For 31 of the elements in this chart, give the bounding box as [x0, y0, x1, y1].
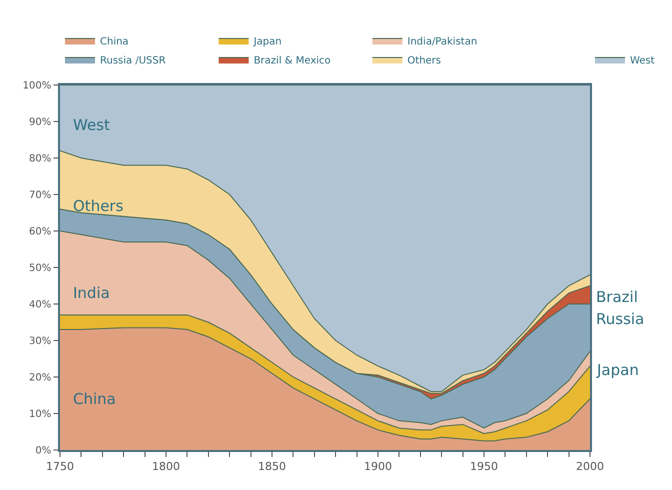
text: Brazil	[596, 288, 638, 306]
y-tick-label: 80%	[29, 154, 52, 164]
legend-label: Russia /USSR	[100, 55, 166, 66]
x-tick-label: 1900	[364, 460, 392, 473]
y-tick-label: 90%	[29, 117, 52, 128]
legend-label: China	[100, 36, 129, 48]
y-tick-label: 10%	[29, 409, 52, 420]
y-tick-label: 70%	[29, 190, 52, 201]
y-tick-label: 20%	[29, 372, 52, 384]
x-tick-label: 2000	[576, 460, 604, 473]
y-tick-label: 100%	[22, 80, 52, 92]
text: Russia	[596, 310, 644, 328]
y-tick-label: 50%	[29, 263, 52, 274]
legend-label: Japan	[252, 36, 282, 48]
y-tick-label: 0%	[35, 446, 52, 456]
annotation: China	[73, 390, 116, 408]
x-tick-label: 1850	[258, 460, 286, 473]
annotation: West	[73, 116, 110, 134]
annotation: India	[73, 284, 110, 302]
x-tick-label: 1800	[152, 460, 180, 473]
legend-label: India/Pakistan	[407, 36, 478, 48]
y-tick-label: 40%	[29, 300, 52, 310]
y-tick-label: 30%	[29, 336, 52, 347]
x-tick-label: 1950	[470, 460, 498, 473]
text: Japan	[596, 361, 639, 379]
legend-label: West	[630, 55, 655, 66]
legend-label: Others	[407, 55, 442, 66]
annotation: Others	[73, 197, 124, 215]
y-tick-label: 60%	[29, 226, 52, 238]
x-tick-label: 1750	[46, 460, 74, 473]
legend-label: Brazil & Mexico	[254, 55, 331, 66]
